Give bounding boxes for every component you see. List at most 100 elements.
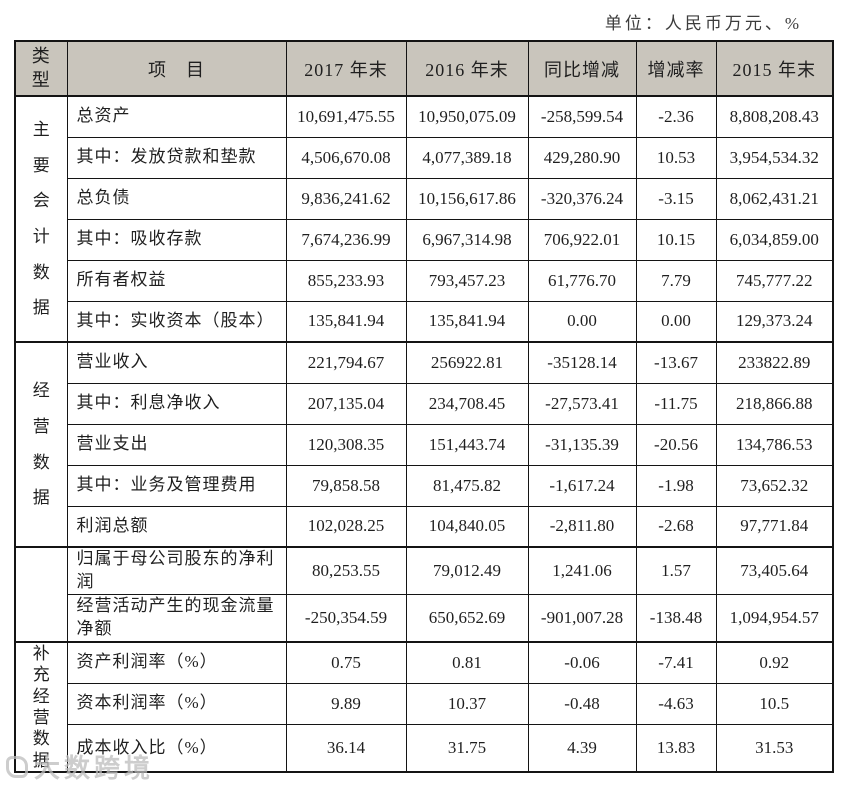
cell-2015: 745,777.22 (715, 259, 834, 302)
col-header-2017: 2017 年末 (285, 40, 407, 97)
table-row: 经营数据 营业收入 221,794.67 256922.81 -35128.14… (14, 341, 834, 548)
cell-2016: 256922.81 (405, 341, 529, 384)
cell-rate: -4.63 (635, 682, 717, 726)
cell-yoy: 0.00 (527, 300, 637, 343)
cell-2017: 79,858.58 (285, 464, 407, 507)
cell-rate: 10.53 (635, 136, 717, 179)
col-header-item: 项 目 (66, 40, 287, 97)
cell-rate: -2.68 (635, 505, 717, 548)
cell-rate: -7.41 (635, 640, 717, 684)
cell-rate: -13.67 (635, 341, 717, 384)
cell-rate: -1.98 (635, 464, 717, 507)
row-item-label: 归属于母公司股东的净利润 (66, 545, 287, 595)
table-row: 其中：实收资本（股本） 135,841.94 135,841.94 0.00 0… (15, 300, 834, 343)
cell-2017: 9.89 (285, 682, 407, 726)
cell-yoy: -258,599.54 (527, 95, 637, 138)
cell-rate: 13.83 (635, 724, 717, 773)
cell-2017: 120,308.35 (285, 423, 407, 466)
cell-2016: 135,841.94 (405, 300, 529, 343)
col-header-2016: 2016 年末 (405, 40, 529, 97)
table-row: 归属于母公司股东的净利润 80,253.55 79,012.49 1,241.0… (14, 545, 834, 643)
cell-2015: 233822.89 (715, 341, 834, 384)
cell-2017: 10,691,475.55 (285, 95, 407, 138)
row-item-label: 总资产 (66, 95, 287, 138)
cell-2016: 151,443.74 (405, 423, 529, 466)
cell-2016: 6,967,314.98 (405, 218, 529, 261)
cell-2015: 0.92 (715, 640, 834, 684)
cell-rate: 0.00 (635, 300, 717, 343)
cell-2015: 73,405.64 (715, 545, 834, 595)
cell-2017: 207,135.04 (285, 382, 407, 425)
cell-yoy: -0.06 (527, 640, 637, 684)
cell-2017: 36.14 (285, 724, 407, 773)
row-item-label: 资产利润率（%） (66, 640, 287, 684)
financial-table: 类型 项 目 2017 年末 2016 年末 同比增减 增减率 2015 年末 … (14, 40, 834, 774)
cell-rate: 7.79 (635, 259, 717, 302)
cell-2016: 234,708.45 (405, 382, 529, 425)
table-row: 总负债 9,836,241.62 10,156,617.86 -320,376.… (15, 177, 834, 220)
col-header-type: 类型 (14, 40, 68, 97)
cell-2017: -250,354.59 (285, 593, 407, 643)
row-item-label: 其中：实收资本（股本） (66, 300, 287, 343)
cell-2017: 221,794.67 (285, 341, 407, 384)
group-label-supplementary-operating-data: 补充经营数据 (14, 640, 68, 773)
cell-2016: 31.75 (405, 724, 529, 773)
row-item-label: 经营活动产生的现金流量净额 (66, 593, 287, 643)
row-item-label: 所有者权益 (66, 259, 287, 302)
row-item-label: 其中：业务及管理费用 (66, 464, 287, 507)
table-row: 主要会计数据 总资产 10,691,475.55 10,950,075.09 -… (14, 95, 834, 343)
table-row: 其中：发放贷款和垫款 4,506,670.08 4,077,389.18 429… (15, 136, 834, 179)
row-item-label: 其中：吸收存款 (66, 218, 287, 261)
group-label-main-accounting-data: 主要会计数据 (14, 95, 68, 343)
row-item-label: 营业支出 (66, 423, 287, 466)
cell-2016: 650,652.69 (405, 593, 529, 643)
cell-rate: -20.56 (635, 423, 717, 466)
col-header-2015: 2015 年末 (715, 40, 834, 97)
row-item-label: 资本利润率（%） (66, 682, 287, 726)
cell-2015: 134,786.53 (715, 423, 834, 466)
cell-2016: 4,077,389.18 (405, 136, 529, 179)
group-label-operating-data: 经营数据 (14, 341, 68, 548)
cell-rate: 1.57 (635, 545, 717, 595)
cell-2017: 9,836,241.62 (285, 177, 407, 220)
cell-2015: 97,771.84 (715, 505, 834, 548)
cell-2015: 31.53 (715, 724, 834, 773)
table-row: 所有者权益 855,233.93 793,457.23 61,776.70 7.… (15, 259, 834, 302)
table-row: 其中：利息净收入 207,135.04 234,708.45 -27,573.4… (15, 382, 834, 425)
cell-2015: 1,094,954.57 (715, 593, 834, 643)
col-header-yoy-change: 同比增减 (527, 40, 637, 97)
cell-rate: 10.15 (635, 218, 717, 261)
table-row: 营业支出 120,308.35 151,443.74 -31,135.39 -2… (15, 423, 834, 466)
table-row: 成本收入比（%） 36.14 31.75 4.39 13.83 31.53 (15, 724, 834, 773)
cell-rate: -2.36 (635, 95, 717, 138)
cell-2015: 6,034,859.00 (715, 218, 834, 261)
row-item-label: 其中：利息净收入 (66, 382, 287, 425)
cell-2015: 129,373.24 (715, 300, 834, 343)
cell-2016: 81,475.82 (405, 464, 529, 507)
row-item-label: 利润总额 (66, 505, 287, 548)
cell-2015: 73,652.32 (715, 464, 834, 507)
row-item-label: 营业收入 (66, 341, 287, 384)
table-row: 经营活动产生的现金流量净额 -250,354.59 650,652.69 -90… (15, 593, 834, 643)
cell-2016: 79,012.49 (405, 545, 529, 595)
row-item-label: 总负债 (66, 177, 287, 220)
cell-yoy: -2,811.80 (527, 505, 637, 548)
col-header-change-rate: 增减率 (635, 40, 717, 97)
cell-yoy: 1,241.06 (527, 545, 637, 595)
cell-2015: 8,808,208.43 (715, 95, 834, 138)
cell-2016: 10,156,617.86 (405, 177, 529, 220)
cell-2016: 10,950,075.09 (405, 95, 529, 138)
table-row: 其中：业务及管理费用 79,858.58 81,475.82 -1,617.24… (15, 464, 834, 507)
unit-label: 单位：人民币万元、% (604, 14, 802, 33)
cell-2015: 10.5 (715, 682, 834, 726)
cell-yoy: 429,280.90 (527, 136, 637, 179)
row-item-label: 其中：发放贷款和垫款 (66, 136, 287, 179)
cell-2017: 135,841.94 (285, 300, 407, 343)
cell-2017: 0.75 (285, 640, 407, 684)
cell-2016: 104,840.05 (405, 505, 529, 548)
cell-2015: 3,954,534.32 (715, 136, 834, 179)
cell-yoy: 61,776.70 (527, 259, 637, 302)
cell-2015: 218,866.88 (715, 382, 834, 425)
table-row: 其中：吸收存款 7,674,236.99 6,967,314.98 706,92… (15, 218, 834, 261)
